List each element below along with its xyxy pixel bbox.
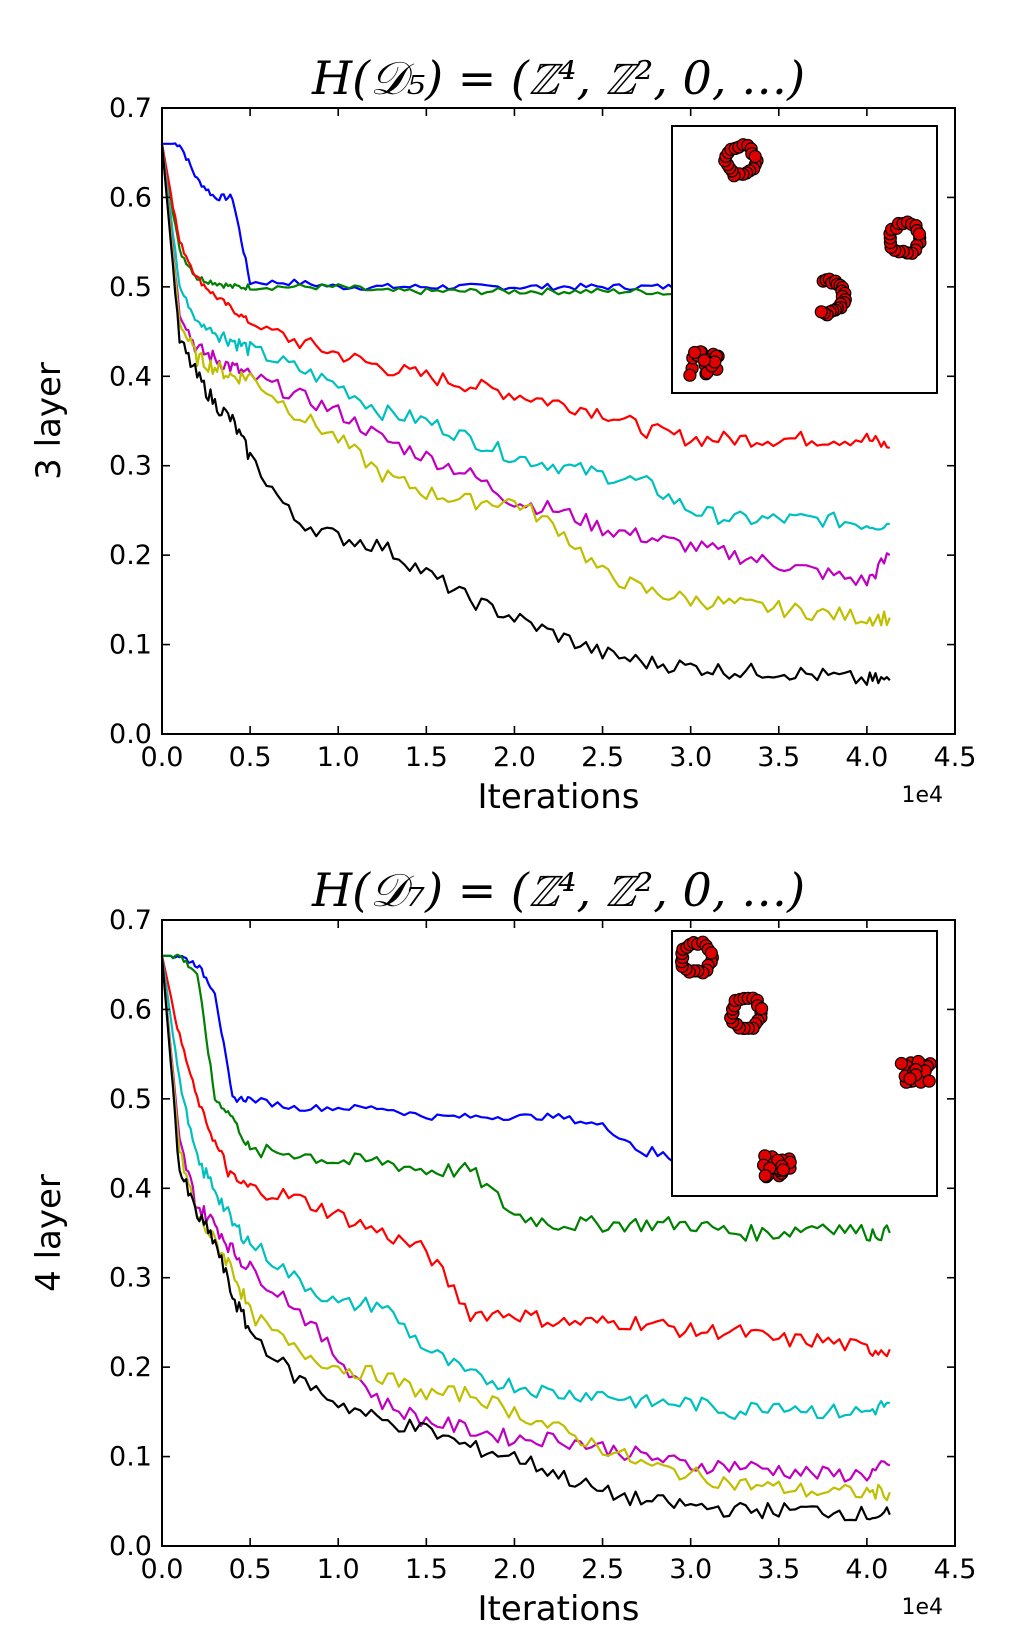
inset-frame [671, 930, 938, 1197]
y-tick-label: 0.2 [109, 540, 152, 571]
series-line-1 [162, 954, 692, 1167]
series-line-7 [160, 955, 891, 1522]
x-tick-label: 1.0 [317, 1554, 360, 1585]
inset-point [687, 345, 702, 360]
x-tick-label: 2.0 [493, 1554, 536, 1585]
x-offset-label: 1e4 [901, 783, 943, 808]
inset-cluster-3 [814, 272, 852, 322]
series-line-4 [160, 143, 890, 531]
inset-cluster-4 [683, 345, 725, 382]
x-tick-label: 4.0 [845, 742, 888, 773]
x-tick-label: 1.0 [317, 742, 360, 773]
y-tick-label: 0.3 [109, 1263, 152, 1294]
y-tick-label: 0.1 [109, 1442, 152, 1473]
series-line-1 [162, 142, 692, 292]
panel-2: 0.0 0.5 1.0 1.5 2.0 2.5 3.0 3.5 4.0 4.5 0.0 0.1 0.2 0… [29, 863, 976, 1629]
x-tick-label: 3.5 [757, 1554, 800, 1585]
inset-cluster-4 [756, 1149, 797, 1184]
inset-point [912, 227, 927, 241]
y-tick-label: 0.2 [109, 1352, 152, 1383]
series-line-7 [160, 143, 891, 686]
series-line-2 [162, 953, 891, 1242]
x-tick-label: 3.0 [669, 742, 712, 773]
x-tick-label: 3.5 [757, 742, 800, 773]
inset-cluster-1 [674, 935, 720, 980]
x-tick-label: 0.0 [141, 742, 184, 773]
x-offset-label: 1e4 [901, 1595, 943, 1620]
y-tick-label: 0.5 [109, 272, 152, 303]
inset-point [814, 305, 828, 319]
y-tick-label: 0.6 [109, 994, 152, 1025]
y-tick-label: 0.4 [109, 1173, 152, 1204]
x-tick-label: 4.0 [845, 1554, 888, 1585]
x-tick-label: 0.5 [229, 1554, 272, 1585]
x-tick-label: 2.0 [493, 742, 536, 773]
y-tick-label: 0.0 [109, 1531, 152, 1562]
x-tick-label: 1.5 [405, 742, 448, 773]
inset-cluster-2 [724, 991, 769, 1036]
y-tick-label: 0.1 [109, 630, 152, 661]
inset-point [754, 1001, 769, 1016]
inset-point [776, 1163, 790, 1177]
series-line-5 [160, 955, 891, 1483]
inset-point [697, 353, 711, 367]
y-tick-label: 0.4 [109, 361, 152, 392]
inset-point [704, 946, 718, 960]
series-line-4 [160, 955, 890, 1421]
inset-point [922, 1074, 936, 1088]
y-tick-label: 0.7 [109, 93, 152, 124]
series-line-2 [160, 143, 692, 300]
inset-cluster-2 [883, 215, 927, 260]
y-tick-label: 0.3 [109, 451, 152, 482]
inset-scatter [671, 930, 938, 1197]
panel-1: 0.0 0.5 1.0 1.5 2.0 2.5 3.0 3.5 4.0 4.5 0.0 0.1 0.2 0… [29, 51, 976, 817]
x-tick-label: 0.5 [229, 742, 272, 773]
series-line-6 [160, 955, 891, 1502]
series-line-6 [160, 143, 891, 627]
inset-point [683, 368, 697, 382]
y-axis-label: 3 layer [29, 362, 69, 480]
inset-point [903, 1072, 917, 1086]
x-tick-label: 0.0 [141, 1554, 184, 1585]
chart-title: H(𝒟₇) = (ℤ⁴, ℤ², 0, …) [311, 863, 805, 917]
x-axis-label: Iterations [478, 1589, 640, 1629]
x-tick-label: 4.5 [934, 742, 977, 773]
y-axis-label: 4 layer [29, 1174, 69, 1292]
plot-frame [161, 919, 956, 1547]
x-tick-label: 2.5 [581, 742, 624, 773]
x-tick-label: 3.0 [669, 1554, 712, 1585]
inset-point [894, 1056, 909, 1071]
series-line-3 [160, 955, 891, 1358]
y-tick-label: 0.6 [109, 182, 152, 213]
inset-scatter [671, 125, 938, 394]
plot-frame [161, 107, 956, 735]
y-tick-label: 0.0 [109, 719, 152, 750]
chart-title: H(𝒟₅) = (ℤ⁴, ℤ², 0, …) [311, 51, 805, 105]
inset-cluster-3 [894, 1054, 937, 1089]
x-tick-label: 4.5 [934, 1554, 977, 1585]
x-axis-label: Iterations [478, 777, 640, 817]
y-tick-label: 0.5 [109, 1084, 152, 1115]
y-tick-label: 0.7 [109, 905, 152, 936]
x-tick-label: 2.5 [581, 1554, 624, 1585]
series-line-3 [160, 143, 890, 449]
inset-point [748, 149, 762, 164]
inset-point [758, 1169, 772, 1183]
x-tick-label: 1.5 [405, 1554, 448, 1585]
inset-cluster-1 [718, 138, 764, 183]
